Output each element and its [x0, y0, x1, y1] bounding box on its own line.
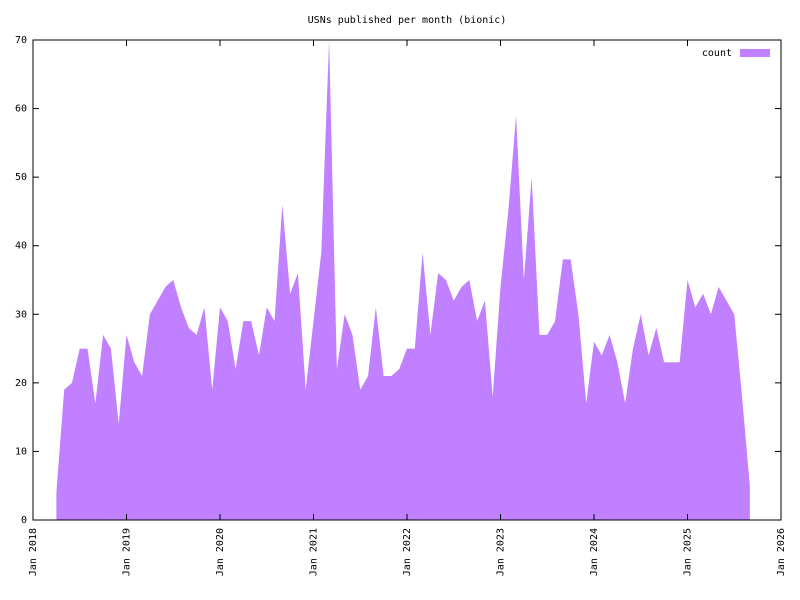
y-tick-label: 10: [15, 446, 27, 457]
x-tick-label: Jan 2023: [496, 528, 507, 576]
y-tick-label: 60: [15, 104, 27, 115]
x-tick-label: Jan 2021: [309, 528, 320, 576]
x-tick-label: Jan 2026: [776, 528, 787, 576]
x-tick-label: Jan 2025: [683, 528, 694, 576]
y-tick-label: 70: [15, 35, 27, 46]
x-tick-label: Jan 2020: [215, 528, 226, 576]
chart-title: USNs published per month (bionic): [308, 15, 507, 26]
y-tick-label: 40: [15, 241, 27, 252]
y-tick-label: 50: [15, 172, 27, 183]
y-tick-label: 0: [21, 515, 27, 526]
y-tick-label: 20: [15, 378, 27, 389]
x-tick-label: Jan 2019: [122, 528, 133, 576]
legend-label: count: [702, 48, 732, 59]
x-tick-label: Jan 2024: [589, 528, 600, 576]
x-tick-label: Jan 2018: [28, 528, 39, 576]
area: [56, 40, 750, 520]
x-tick-label: Jan 2022: [402, 528, 413, 576]
legend-swatch: [740, 49, 770, 57]
y-tick-label: 30: [15, 309, 27, 320]
